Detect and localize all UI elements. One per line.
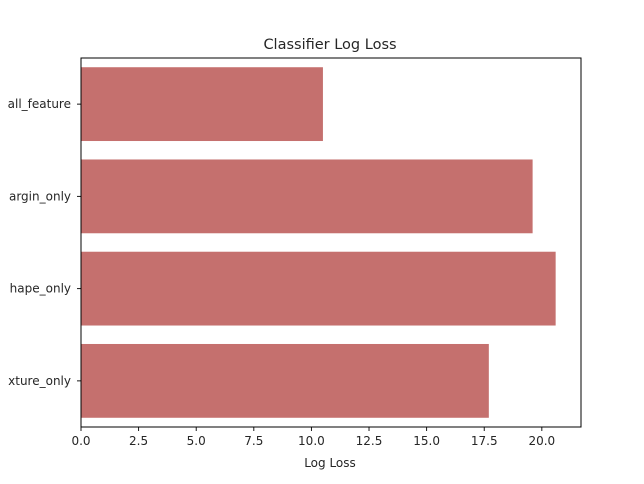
x-tick-label: 10.0 bbox=[298, 434, 325, 448]
x-tick-label: 5.0 bbox=[187, 434, 206, 448]
chart-title: Classifier Log Loss bbox=[263, 37, 396, 53]
y-tick-label: all_feature bbox=[8, 97, 71, 111]
bar-argin_only bbox=[81, 159, 533, 234]
x-tick-label: 2.5 bbox=[129, 434, 148, 448]
x-tick-label: 0.0 bbox=[71, 434, 90, 448]
x-tick-label: 15.0 bbox=[413, 434, 440, 448]
bars-layer bbox=[81, 67, 556, 418]
y-tick-label: xture_only bbox=[8, 374, 71, 388]
bar-all_feature bbox=[81, 67, 323, 142]
x-axis-label: Log Loss bbox=[304, 456, 356, 470]
x-tick-label: 17.5 bbox=[471, 434, 498, 448]
x-tick-label: 7.5 bbox=[244, 434, 263, 448]
axes-layer: all_feature argin_only hape_only xture_only… bbox=[8, 57, 582, 448]
x-tick-label: 20.0 bbox=[528, 434, 555, 448]
y-tick-label: argin_only bbox=[9, 189, 71, 203]
bar-xture_only bbox=[81, 343, 489, 418]
y-tick-label: hape_only bbox=[10, 282, 71, 296]
bar-hape_only bbox=[81, 251, 556, 326]
x-tick-label: 12.5 bbox=[356, 434, 383, 448]
axes-frame bbox=[80, 57, 582, 428]
